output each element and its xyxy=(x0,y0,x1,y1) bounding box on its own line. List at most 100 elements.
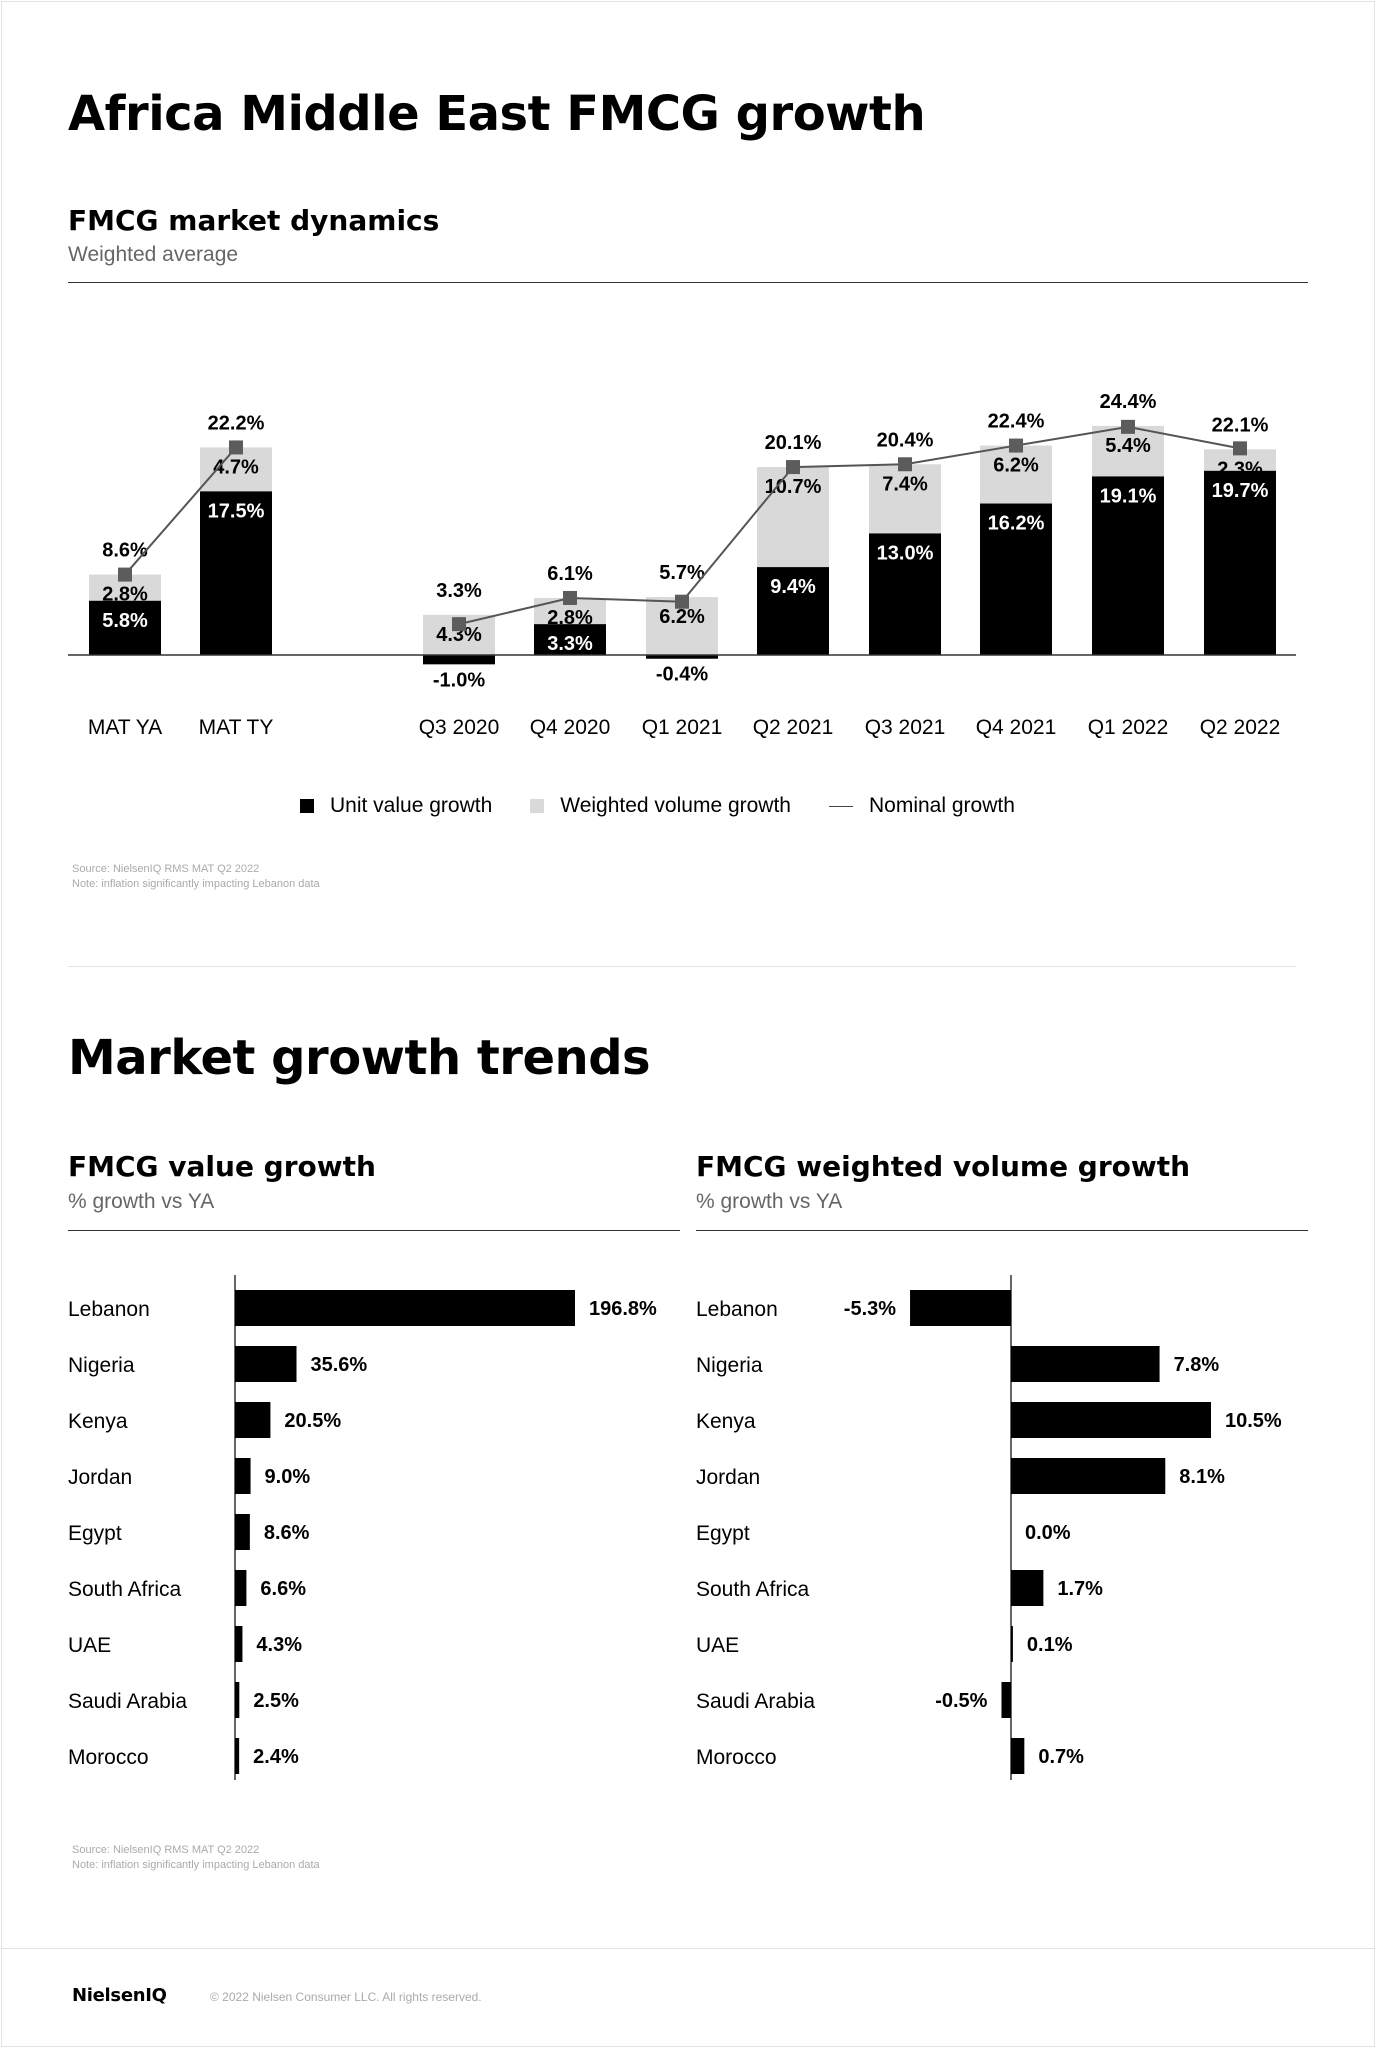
label-weighted-volume: 2.8% xyxy=(102,584,148,606)
source-note-2: Source: NielsenIQ RMS MAT Q2 2022 Note: … xyxy=(72,1843,320,1873)
category-label: Morocco xyxy=(696,1746,777,1769)
bar-weighted-volume xyxy=(757,467,829,568)
label-unit-value: -1.0% xyxy=(433,669,485,691)
category-label: Saudi Arabia xyxy=(68,1690,187,1713)
nominal-point xyxy=(452,617,466,632)
label-weighted-volume: 7.4% xyxy=(882,473,928,495)
nominal-line-mat xyxy=(124,446,237,576)
value-bar xyxy=(1011,1738,1025,1774)
legend-swatch-unit-value xyxy=(300,799,314,813)
value-label: 0.1% xyxy=(1027,1634,1073,1656)
category-label: Morocco xyxy=(68,1746,149,1769)
volume-growth-title: FMCG weighted volume growth xyxy=(696,1150,1191,1183)
legend-item-unit-value: Unit value growth xyxy=(300,794,492,818)
category-label: Q3 2020 xyxy=(419,716,500,739)
category-label: Kenya xyxy=(696,1410,756,1433)
footer-divider xyxy=(2,1948,1374,1949)
volume-growth-rule xyxy=(696,1230,1308,1231)
bar-weighted-volume xyxy=(869,464,941,534)
category-label: Nigeria xyxy=(696,1354,763,1377)
bar-unit-value xyxy=(646,655,718,659)
bar-unit-value xyxy=(1092,476,1164,655)
label-weighted-volume: 6.2% xyxy=(659,606,705,628)
bar-unit-value xyxy=(534,624,606,655)
label-weighted-volume: 4.7% xyxy=(213,456,259,478)
market-dynamics-chart: 5.8% 2.8% 8.6% MAT YA 17.5% 4.7% 22.2% MAT TY -1… xyxy=(68,391,1296,739)
label-weighted-volume: 6.2% xyxy=(993,455,1039,477)
label-unit-value: 19.7% xyxy=(1212,480,1269,502)
nominal-point xyxy=(229,440,243,455)
label-weighted-volume: 2.3% xyxy=(1217,458,1263,480)
value-label: -5.3% xyxy=(844,1298,896,1320)
nominal-point xyxy=(675,594,689,609)
value-label: 2.5% xyxy=(253,1690,299,1712)
value-bar xyxy=(1011,1626,1013,1662)
label-nominal: 8.6% xyxy=(102,540,148,562)
copyright: © 2022 Nielsen Consumer LLC. All rights … xyxy=(210,1990,482,2004)
label-weighted-volume: 4.3% xyxy=(436,624,482,646)
value-bar xyxy=(1001,1682,1011,1718)
value-label: 196.8% xyxy=(589,1298,657,1320)
value-label: 0.0% xyxy=(1025,1522,1071,1544)
market-dynamics-legend: Unit value growth Weighted volume growth… xyxy=(300,794,1053,818)
label-nominal: 20.4% xyxy=(877,429,934,451)
category-label: South Africa xyxy=(68,1578,182,1601)
bar-unit-value xyxy=(200,491,272,655)
category-label: South Africa xyxy=(696,1578,810,1601)
value-bar xyxy=(235,1738,240,1774)
value-label: -0.5% xyxy=(935,1690,987,1712)
label-unit-value: 16.2% xyxy=(988,513,1045,535)
label-nominal: 3.3% xyxy=(436,580,482,602)
bar-weighted-volume xyxy=(1092,425,1164,477)
page-title: Africa Middle East FMCG growth xyxy=(68,86,926,142)
volume-growth-chart: Lebanon -5.3% Nigeria 7.8% Kenya 10.5% Jordan 8… xyxy=(696,1275,1282,1780)
nielseniq-logo: NielsenIQ xyxy=(72,1985,167,2006)
category-label: Q2 2022 xyxy=(1200,716,1281,739)
nominal-line-quarterly xyxy=(458,425,1241,626)
category-label: Lebanon xyxy=(696,1298,778,1321)
nominal-point xyxy=(563,590,577,605)
legend-line-nominal xyxy=(828,805,853,807)
legend-label-unit-value: Unit value growth xyxy=(330,794,493,817)
nominal-point xyxy=(1121,419,1135,434)
category-label: Lebanon xyxy=(68,1298,150,1321)
legend-swatch-weighted-volume xyxy=(530,799,545,813)
value-bar xyxy=(235,1346,297,1382)
label-nominal: 22.4% xyxy=(988,411,1045,433)
category-label: MAT YA xyxy=(88,716,162,739)
category-label: Kenya xyxy=(68,1410,128,1433)
value-bar xyxy=(235,1682,240,1718)
source-text-1: Source: NielsenIQ RMS MAT Q2 2022 xyxy=(72,863,260,875)
legend-label-nominal: Nominal growth xyxy=(868,794,1015,817)
market-dynamics-subtitle: Weighted average xyxy=(68,243,239,266)
bar-unit-value xyxy=(980,503,1052,655)
source-text-2: Source: NielsenIQ RMS MAT Q2 2022 xyxy=(72,1844,260,1856)
bar-unit-value xyxy=(757,567,829,655)
value-bar xyxy=(1011,1402,1211,1438)
value-bar xyxy=(235,1626,243,1662)
nominal-point xyxy=(1233,441,1247,456)
value-growth-rule xyxy=(68,1230,680,1231)
bar-unit-value xyxy=(869,533,941,655)
bar-unit-value xyxy=(1204,470,1276,655)
label-nominal: 20.1% xyxy=(765,432,822,454)
label-nominal: 5.7% xyxy=(659,562,705,584)
label-weighted-volume: 2.8% xyxy=(547,607,593,629)
market-dynamics-title: FMCG market dynamics xyxy=(68,204,440,237)
category-label: Q1 2021 xyxy=(642,716,723,739)
label-unit-value: 3.3% xyxy=(547,633,593,655)
market-dynamics-rule xyxy=(68,282,1308,283)
value-label: 6.6% xyxy=(260,1578,306,1600)
value-label: 10.5% xyxy=(1225,1410,1282,1432)
label-weighted-volume: 10.7% xyxy=(765,476,822,498)
label-nominal: 22.1% xyxy=(1212,414,1269,436)
value-label: 7.8% xyxy=(1174,1354,1220,1376)
legend-item-weighted-volume: Weighted volume growth xyxy=(530,794,791,818)
source-note-1: Source: NielsenIQ RMS MAT Q2 2022 Note: … xyxy=(72,862,320,892)
volume-growth-subtitle: % growth vs YA xyxy=(696,1190,843,1213)
bar-weighted-volume xyxy=(980,445,1052,504)
label-weighted-volume: 5.4% xyxy=(1105,435,1151,457)
category-label: MAT TY xyxy=(199,716,274,739)
category-label: Saudi Arabia xyxy=(696,1690,815,1713)
